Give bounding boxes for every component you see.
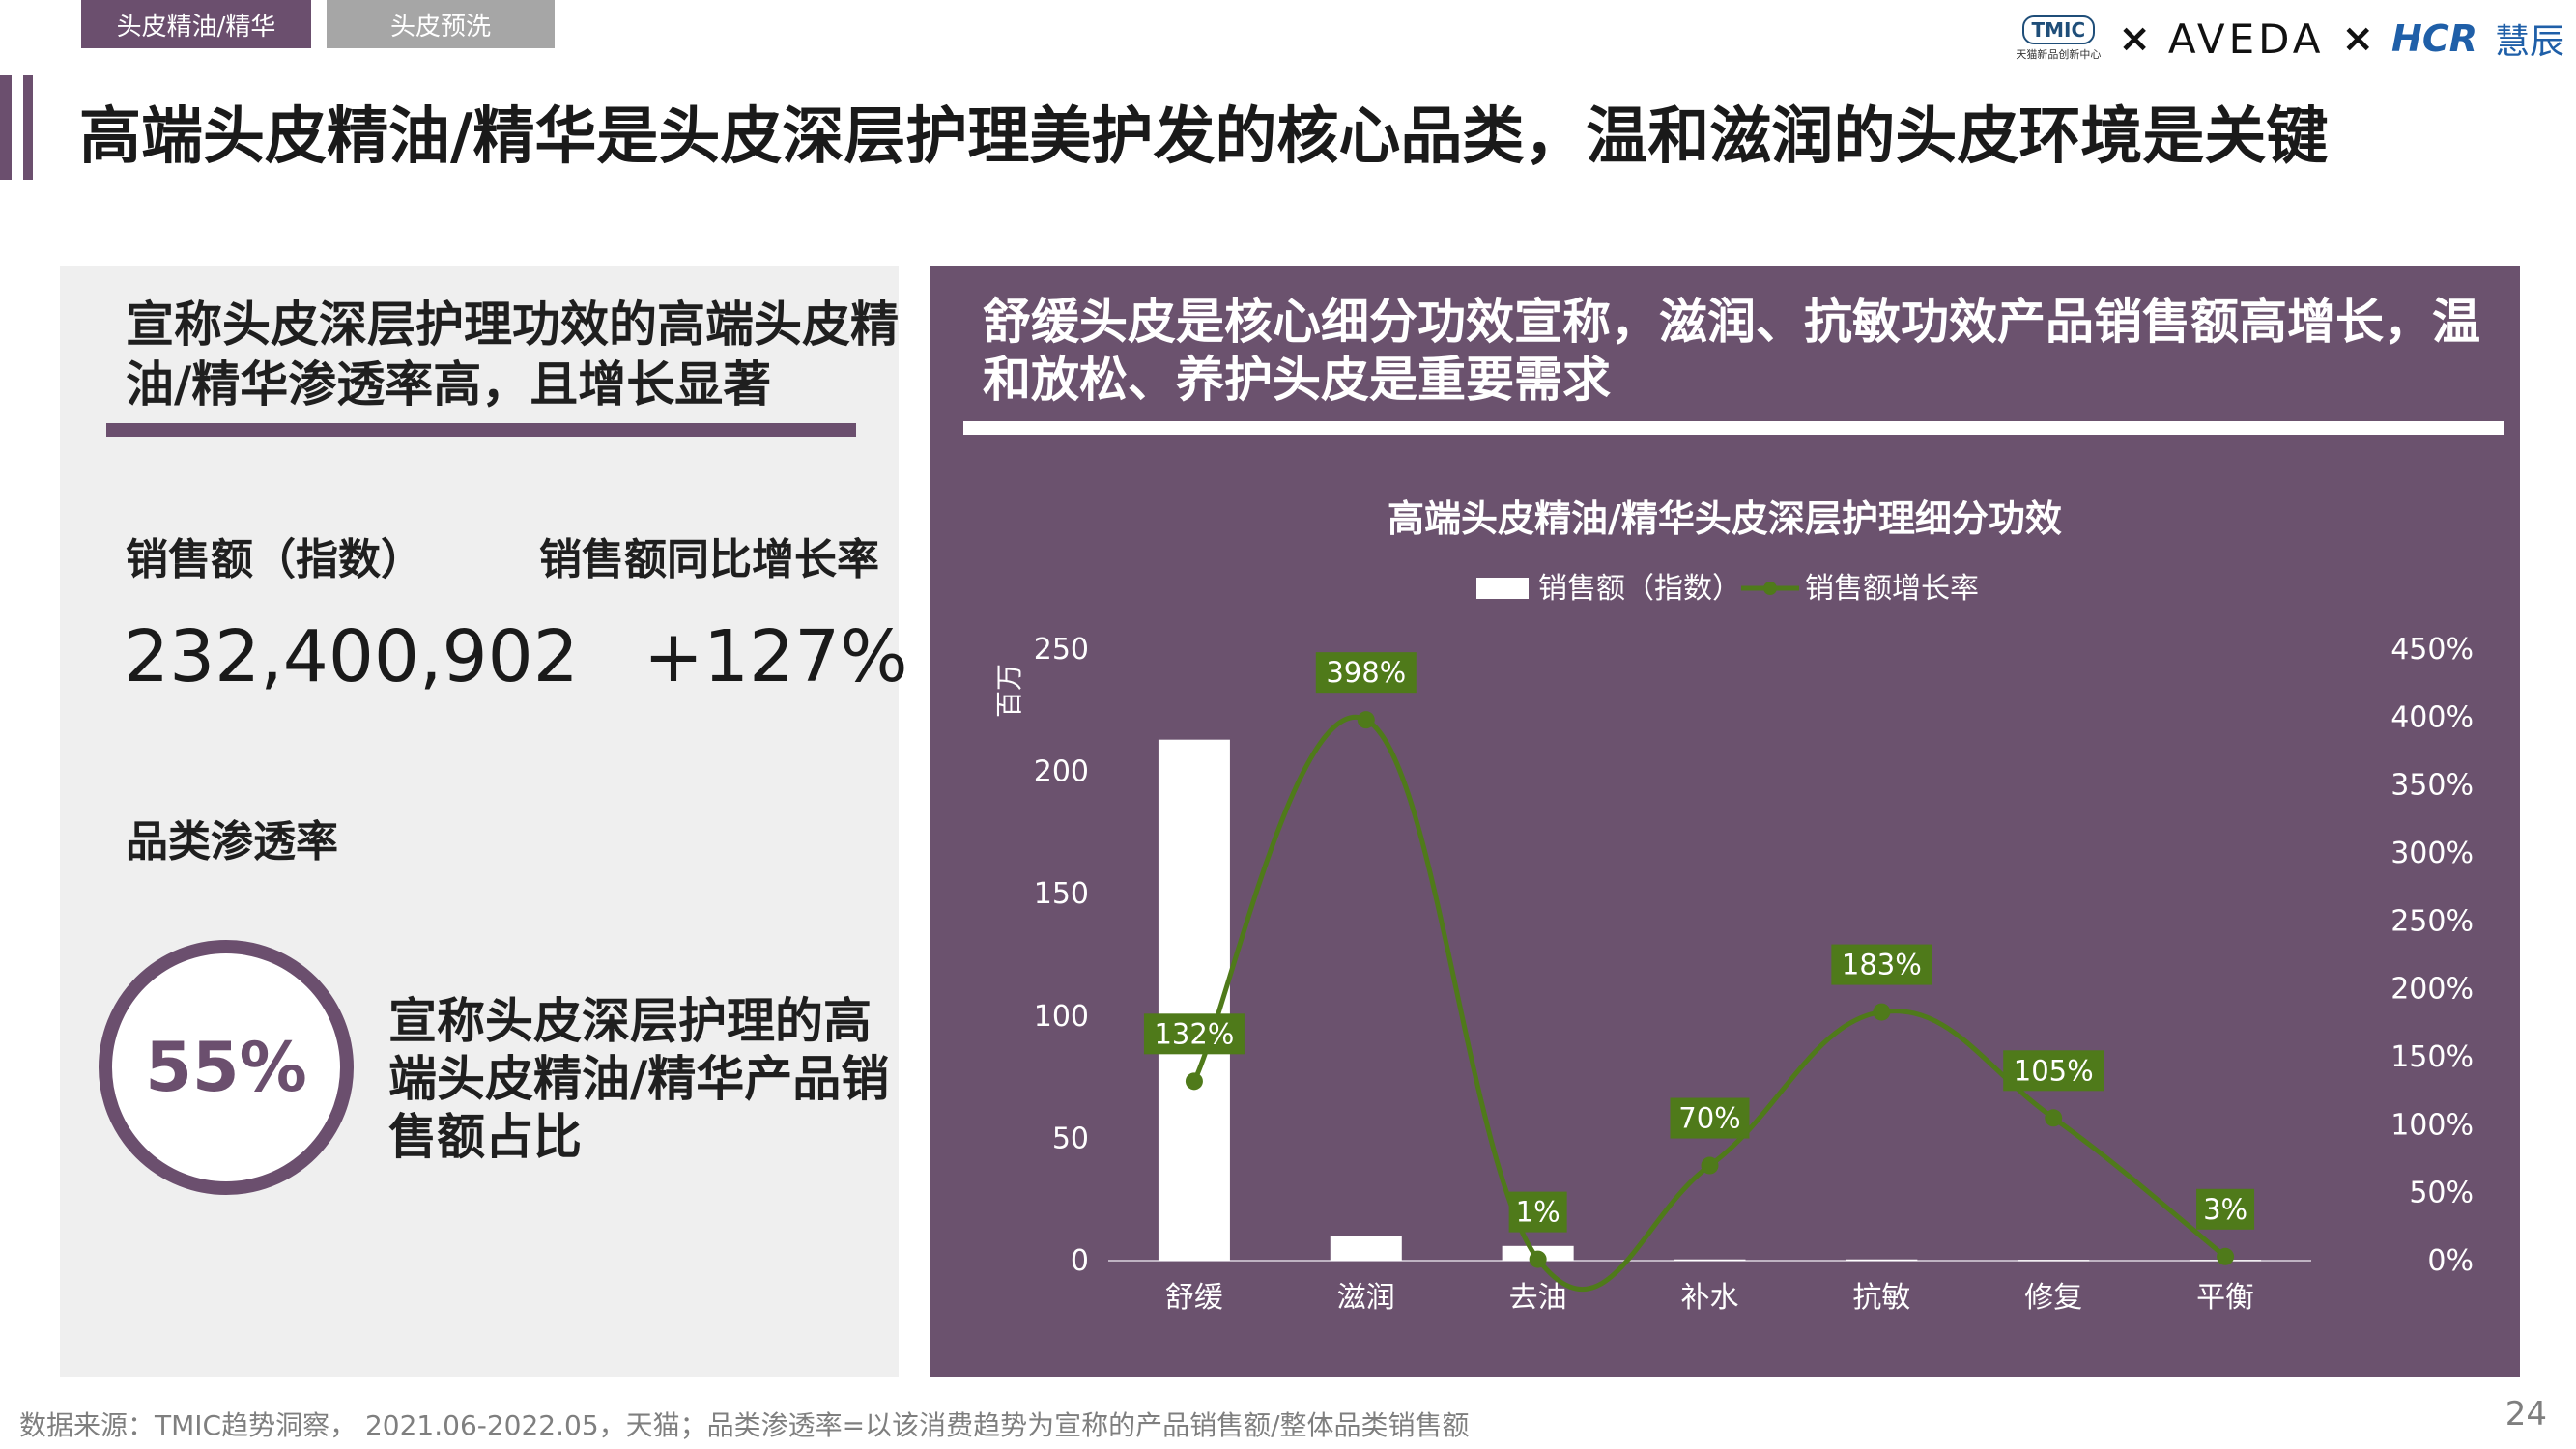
source-footnote: 数据来源：TMIC趋势洞察， 2021.06-2022.05，天猫；品类渗透率=… <box>19 1409 1470 1441</box>
left-panel-heading: 宣称头皮深层护理功效的高端头皮精油/精华渗透率高，且增长显著 <box>126 297 899 412</box>
growth-label-box <box>2196 1188 2255 1230</box>
growth-data-label: 132% <box>1154 1017 1234 1050</box>
growth-data-label: 70% <box>1678 1102 1740 1135</box>
growth-data-label: 1% <box>1516 1196 1560 1229</box>
x-tick-label: 平衡 <box>2196 1281 2254 1315</box>
chart-title: 高端头皮精油/精华头皮深层护理细分功效 <box>1388 497 2062 540</box>
page-title: 高端头皮精油/精华是头皮深层护理美护发的核心品类，温和滋润的头皮环境是关键 <box>79 101 2329 173</box>
page-number: 24 <box>2504 1395 2547 1434</box>
tmic-logo: TMIC 天猫新品创新中心 <box>2016 15 2101 62</box>
legend-bar-swatch <box>1476 578 1529 599</box>
x-tick-label: 去油 <box>1509 1281 1567 1315</box>
y-left-tick-label: 100 <box>1034 1000 1089 1034</box>
y-right-tick-label: 400% <box>2390 700 2474 734</box>
growth-label-box <box>1143 1013 1245 1055</box>
bar-舒缓 <box>1158 739 1230 1261</box>
y-right-tick-label: 0% <box>2427 1244 2474 1278</box>
bar-滋润 <box>1330 1236 1402 1261</box>
x-tick-label: 补水 <box>1681 1281 1739 1315</box>
right-panel-heading: 舒缓头皮是核心细分功效宣称，滋润、抗敏功效产品销售额高增长，温和放松、养护头皮是… <box>983 294 2480 408</box>
y-right-tick-label: 100% <box>2390 1108 2474 1142</box>
right-heading-underline <box>963 421 2504 435</box>
tab-scalp-prewash[interactable]: 头皮预洗 <box>327 0 555 48</box>
tmic-logo-subtitle: 天猫新品创新中心 <box>2016 48 2102 61</box>
y-right-tick-label: 300% <box>2390 837 2474 870</box>
left-heading-underline <box>106 423 856 437</box>
penetration-value: 55% <box>145 1028 307 1107</box>
growth-marker <box>2045 1109 2063 1127</box>
y-left-tick-label: 50 <box>1052 1122 1089 1155</box>
sales-growth-label: 销售额同比增长率 <box>539 535 879 584</box>
penetration-label: 品类渗透率 <box>126 817 338 867</box>
legend-line-marker <box>1763 582 1777 595</box>
x-tick-label: 修复 <box>2024 1281 2082 1315</box>
partner-logos: TMIC 天猫新品创新中心 × AVEDA × HCR 慧辰 <box>2016 10 2564 68</box>
growth-label-box <box>1670 1097 1750 1139</box>
sales-index-label: 销售额（指数） <box>126 535 423 584</box>
right-chart-panel: 舒缓头皮是核心细分功效宣称，滋润、抗敏功效产品销售额高增长，温和放松、养护头皮是… <box>930 266 2520 1377</box>
growth-data-label: 398% <box>1326 656 1406 689</box>
growth-data-label: 183% <box>1842 949 1922 981</box>
growth-label-box <box>1831 944 1932 985</box>
hcr-logo: HCR <box>2391 17 2477 60</box>
y-right-tick-label: 350% <box>2390 769 2474 803</box>
growth-marker <box>1185 1072 1203 1091</box>
penetration-description: 宣称头皮深层护理的高端头皮精油/精华产品销售额占比 <box>388 993 890 1165</box>
legend-bar-label: 销售额（指数） <box>1538 572 1741 606</box>
left-summary-panel: 宣称头皮深层护理功效的高端头皮精油/精华渗透率高，且增长显著 销售额（指数） 销… <box>60 266 908 1377</box>
y-left-tick-label: 250 <box>1034 633 1089 667</box>
y-left-axis-label: 百万 <box>993 664 1025 718</box>
growth-marker <box>1873 1003 1891 1021</box>
growth-label-box <box>1508 1191 1567 1233</box>
growth-label-box <box>1315 652 1417 694</box>
tab-scalp-essence[interactable]: 头皮精油/精华 <box>81 0 311 48</box>
x-tick-label: 滋润 <box>1337 1281 1395 1315</box>
penetration-ring: 55% <box>99 940 354 1195</box>
growth-marker <box>1357 711 1375 729</box>
times-icon: × <box>2118 16 2151 61</box>
growth-marker <box>1701 1156 1719 1175</box>
times-icon: × <box>2341 16 2375 61</box>
sales-growth-value: +127% <box>644 615 908 698</box>
x-tick-label: 舒缓 <box>1165 1281 1223 1315</box>
bar-补水 <box>1674 1259 1746 1261</box>
y-right-tick-label: 200% <box>2390 973 2474 1007</box>
y-right-tick-label: 250% <box>2390 904 2474 938</box>
y-left-tick-label: 150 <box>1034 877 1089 911</box>
growth-marker <box>1529 1250 1547 1268</box>
y-left-tick-label: 200 <box>1034 755 1089 789</box>
hcr-logo-chinese: 慧辰 <box>2494 22 2564 62</box>
bar-修复 <box>2018 1260 2090 1262</box>
y-right-tick-label: 450% <box>2390 633 2474 667</box>
growth-marker <box>2217 1247 2235 1265</box>
x-tick-label: 抗敏 <box>1852 1281 1910 1315</box>
growth-data-label: 105% <box>2014 1054 2094 1087</box>
bar-抗敏 <box>1846 1259 1918 1261</box>
y-right-tick-label: 50% <box>2409 1177 2474 1210</box>
growth-data-label: 3% <box>2203 1193 2247 1226</box>
sales-index-value: 232,400,902 <box>124 615 579 698</box>
legend-line-label: 销售额增长率 <box>1805 572 1979 606</box>
aveda-logo: AVEDA <box>2167 14 2325 63</box>
y-left-tick-label: 0 <box>1071 1244 1089 1278</box>
tmic-logo-mark: TMIC <box>2021 15 2096 44</box>
growth-rate-line <box>1191 714 2227 1292</box>
growth-label-box <box>2003 1050 2104 1092</box>
y-right-tick-label: 150% <box>2390 1040 2474 1074</box>
